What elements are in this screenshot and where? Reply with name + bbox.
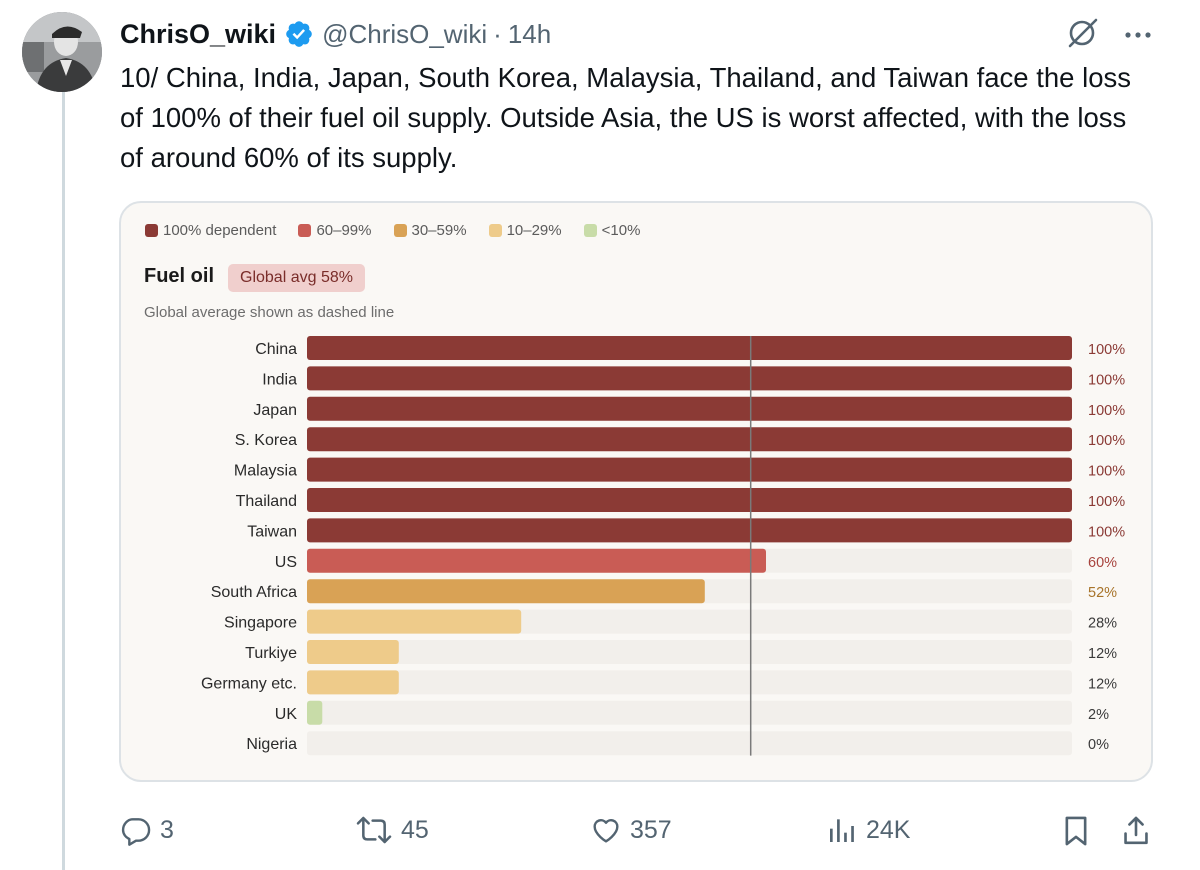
category-label: India — [262, 371, 297, 388]
views-icon — [830, 819, 854, 842]
value-label: 100% — [1088, 372, 1125, 388]
global-average-badge: Global avg 58% — [228, 264, 365, 292]
bookmark-button[interactable] — [1060, 814, 1100, 848]
bar — [307, 366, 1072, 391]
reply-icon — [121, 818, 151, 846]
bookmark-icon — [1065, 816, 1087, 846]
value-label: 0% — [1088, 737, 1109, 753]
legend-swatch — [583, 224, 597, 237]
bar-track — [307, 731, 1072, 756]
bar — [307, 670, 399, 695]
bar — [307, 548, 766, 573]
legend-item: <10% — [583, 222, 641, 239]
legend-label: 10–29% — [506, 222, 562, 239]
category-label: US — [275, 554, 297, 571]
legend-swatch — [298, 224, 312, 237]
tweet-header: ChrisO_wiki @ChrisO_wiki · 14h — [120, 14, 551, 54]
value-label: 100% — [1088, 342, 1125, 358]
chart-title: Fuel oil — [144, 265, 214, 287]
legend-swatch — [145, 224, 158, 237]
category-label: UK — [275, 706, 298, 723]
legend-label: 100% dependent — [163, 222, 277, 239]
retweet-button[interactable]: 45 — [355, 814, 429, 846]
bar — [307, 427, 1072, 452]
reply-count: 3 — [160, 815, 174, 844]
verified-badge-icon[interactable] — [284, 19, 314, 49]
bar — [307, 609, 522, 634]
display-name[interactable]: ChrisO_wiki — [120, 18, 277, 49]
legend-label: <10% — [601, 222, 641, 239]
share-icon — [1124, 816, 1148, 845]
avatar-photo — [22, 12, 102, 92]
bar — [307, 396, 1072, 421]
category-label: China — [255, 341, 297, 358]
bar — [307, 640, 399, 664]
bar-track — [307, 640, 1072, 664]
category-label: Taiwan — [247, 523, 297, 540]
legend-label: 60–99% — [316, 222, 372, 239]
category-label: Japan — [253, 402, 297, 419]
category-label: Turkiye — [245, 645, 297, 662]
chart-card[interactable]: 100% dependent 60–99% 30–59% 10–29% <10%… — [119, 201, 1153, 782]
value-label: 100% — [1088, 433, 1125, 449]
legend-item: 10–29% — [488, 222, 562, 239]
reply-button[interactable]: 3 — [120, 814, 174, 846]
value-label: 100% — [1088, 464, 1125, 480]
separator-dot: · — [493, 18, 502, 49]
more-icon[interactable] — [1120, 20, 1156, 50]
thread-line — [62, 92, 65, 870]
bar — [307, 579, 705, 604]
category-label: Germany etc. — [201, 675, 297, 692]
category-label: Thailand — [236, 493, 297, 510]
legend-item: 30–59% — [393, 222, 467, 239]
tweet-actions: 3 45 357 24K — [0, 808, 1200, 852]
bar — [307, 518, 1072, 543]
bar — [307, 336, 1072, 360]
category-label: Nigeria — [246, 736, 297, 753]
views-button[interactable]: 24K — [826, 814, 910, 846]
bar — [307, 457, 1072, 482]
bar-chart: China 100% India 100% Japan 100% S. Korea 100% M… — [201, 336, 1125, 756]
value-label: 100% — [1088, 494, 1125, 510]
avatar[interactable] — [22, 12, 102, 92]
tweet-text: 10/ China, India, Japan, South Korea, Ma… — [120, 62, 1132, 173]
category-label: S. Korea — [235, 432, 297, 449]
bar — [307, 488, 1072, 512]
grok-icon[interactable] — [1066, 16, 1100, 50]
chart-legend: 100% dependent 60–99% 30–59% 10–29% <10% — [145, 222, 662, 239]
legend-item: 60–99% — [298, 222, 372, 239]
bar-track — [307, 700, 1072, 725]
value-label: 60% — [1088, 555, 1117, 571]
user-handle[interactable]: @ChrisO_wiki — [322, 18, 488, 49]
value-label: 12% — [1088, 676, 1117, 692]
legend-swatch — [393, 224, 407, 237]
bar — [307, 700, 323, 725]
like-button[interactable]: 357 — [590, 814, 672, 846]
like-icon — [593, 819, 619, 843]
retweet-icon — [356, 816, 392, 844]
value-label: 12% — [1088, 646, 1117, 662]
category-label: South Africa — [211, 584, 297, 601]
legend-swatch — [488, 224, 502, 237]
share-button[interactable] — [1120, 814, 1160, 848]
value-label: 100% — [1088, 403, 1125, 419]
category-label: Malaysia — [234, 463, 297, 480]
value-label: 52% — [1088, 585, 1117, 601]
like-count: 357 — [630, 815, 672, 844]
chart-subtitle: Global average shown as dashed line — [144, 304, 395, 321]
retweet-count: 45 — [401, 815, 429, 844]
value-label: 28% — [1088, 616, 1117, 632]
category-label: Singapore — [224, 615, 297, 632]
legend-label: 30–59% — [411, 222, 467, 239]
value-label: 2% — [1088, 707, 1109, 723]
view-count: 24K — [866, 815, 911, 844]
timestamp[interactable]: 14h — [507, 18, 552, 49]
legend-item: 100% dependent — [145, 222, 276, 239]
value-label: 100% — [1088, 524, 1125, 540]
bar-track — [307, 670, 1072, 695]
